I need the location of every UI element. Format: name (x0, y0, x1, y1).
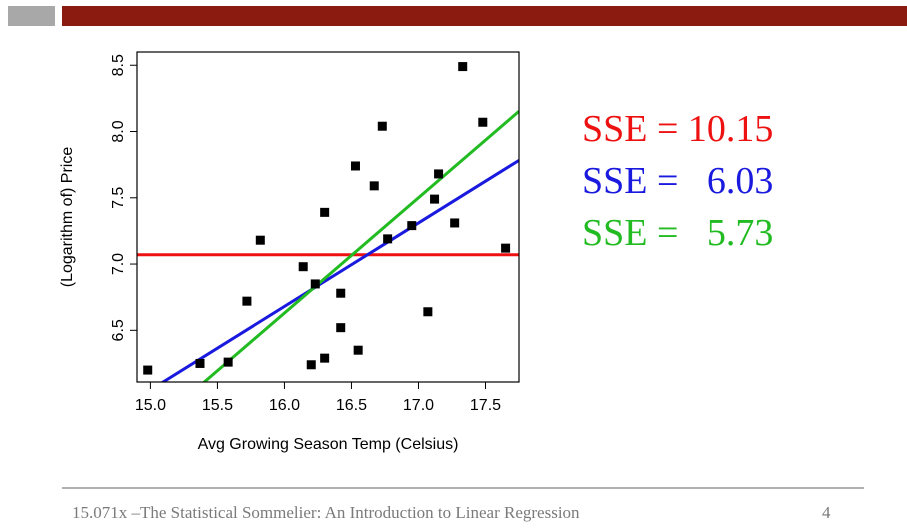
sse-label-green: SSE = 5.73 (582, 212, 774, 254)
y-axis: 6.5 7.0 7.5 8.0 8.5 (110, 54, 137, 341)
plot-frame (136, 51, 520, 383)
data-point (310, 279, 320, 289)
x-tick-label: 16.0 (269, 397, 300, 414)
data-point (430, 194, 440, 204)
data-point (143, 365, 153, 375)
slide-title-bar (62, 6, 907, 26)
page-number: 4 (822, 503, 831, 522)
data-point (195, 358, 205, 368)
data-point (450, 218, 460, 228)
data-point (255, 235, 265, 245)
x-axis: 15.0 15.5 16.0 16.5 17.0 17.5 (135, 382, 501, 414)
data-point (423, 307, 433, 317)
y-tick-label: 8.5 (110, 54, 127, 76)
data-point (501, 243, 511, 253)
x-tick-label: 15.0 (135, 397, 166, 414)
fit-line-blue (160, 159, 519, 382)
data-point (353, 345, 363, 355)
x-axis-label: Avg Growing Season Temp (Celsius) (198, 436, 459, 453)
y-tick-label: 6.5 (110, 319, 127, 341)
data-point (407, 221, 417, 231)
data-point (242, 296, 252, 306)
sse-label-red: SSE = 10.15 (582, 108, 774, 150)
scatter-chart: 15.0 15.5 16.0 16.5 17.0 17.5 6.5 7.0 7.5 8.0 8.5… (59, 51, 520, 453)
data-point (298, 262, 308, 272)
fit-line-green (202, 110, 519, 382)
x-tick-label: 17.0 (403, 397, 434, 414)
data-point (320, 207, 330, 217)
x-tick-label: 16.5 (336, 397, 367, 414)
data-point (369, 181, 379, 191)
footer-divider (62, 487, 864, 489)
data-point (377, 121, 387, 131)
x-tick-label: 17.5 (470, 397, 501, 414)
data-point (458, 62, 468, 72)
data-point (306, 360, 316, 370)
data-point (434, 169, 444, 179)
fit-lines (137, 110, 519, 382)
data-points (143, 62, 511, 375)
data-point (350, 161, 360, 171)
x-tick-label: 15.5 (202, 397, 233, 414)
y-tick-label: 7.5 (110, 187, 127, 209)
data-point (223, 357, 233, 367)
data-point (383, 234, 393, 244)
data-point (320, 353, 330, 363)
data-point (478, 117, 488, 127)
data-point (336, 323, 346, 333)
y-tick-label: 7.0 (110, 253, 127, 275)
sse-label-blue: SSE = 6.03 (582, 160, 774, 202)
y-axis-label: (Logarithm of) Price (59, 147, 76, 288)
footer-title: 15.071x –The Statistical Sommelier: An I… (72, 503, 580, 522)
data-point (336, 288, 346, 298)
y-tick-label: 8.0 (110, 120, 127, 142)
slide-accent-square (8, 6, 55, 26)
